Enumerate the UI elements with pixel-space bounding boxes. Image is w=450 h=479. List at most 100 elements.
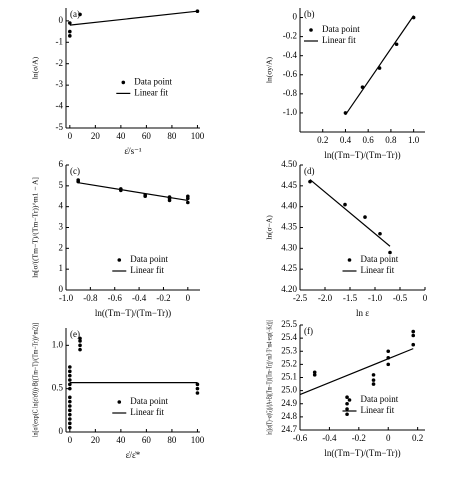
fit-line xyxy=(344,15,415,116)
y-tick-label: 2 xyxy=(59,242,64,252)
data-point xyxy=(78,336,82,341)
y-tick-label: -0.6 xyxy=(283,69,298,79)
y-tick-label: -5 xyxy=(56,122,64,132)
y-axis-label: ln(σy/A) xyxy=(265,56,274,83)
x-tick-label: 80 xyxy=(167,435,177,445)
x-tick-label: -0.5 xyxy=(393,293,408,303)
legend-label: Linear fit xyxy=(361,265,395,275)
x-tick-label: 0 xyxy=(68,131,73,141)
y-axis-label: ln(σ−A) xyxy=(265,215,274,240)
x-tick-label: -0.4 xyxy=(132,293,147,303)
panel-label: (a) xyxy=(70,9,80,19)
fit-line xyxy=(69,10,198,26)
data-point xyxy=(345,412,349,417)
data-point xyxy=(78,12,82,17)
data-point xyxy=(68,412,72,417)
legend-label: Linear fit xyxy=(361,405,395,415)
y-tick-label: 0.5 xyxy=(52,383,64,393)
x-tick-label: 20 xyxy=(91,131,101,141)
data-point xyxy=(68,421,72,426)
fit-line xyxy=(78,182,188,202)
x-tick-label: -0.4 xyxy=(322,433,337,443)
fit-line xyxy=(309,179,391,247)
data-point xyxy=(195,386,200,391)
x-tick-label: -2.0 xyxy=(318,293,333,303)
x-tick-label: 60 xyxy=(142,435,152,445)
y-tick-label: 24.9 xyxy=(281,398,297,408)
y-axis-label: ln(σ/A) xyxy=(31,56,40,79)
y-tick-label: 4 xyxy=(59,201,64,211)
data-point xyxy=(167,198,172,203)
x-tick-label: -1.0 xyxy=(368,293,383,303)
data-point xyxy=(386,349,391,354)
data-point xyxy=(394,42,399,47)
legend-marker xyxy=(121,80,126,85)
x-tick-label: -0.6 xyxy=(108,293,123,303)
y-tick-label: 3 xyxy=(59,222,64,232)
data-point xyxy=(76,178,80,182)
data-point xyxy=(378,231,382,236)
panel-label: (e) xyxy=(70,329,80,339)
x-tick-label: 0 xyxy=(68,435,73,445)
y-tick-label: 4.35 xyxy=(281,222,297,232)
legend-label: Data point xyxy=(361,394,399,404)
y-tick-label: -1 xyxy=(56,36,64,46)
legend-label: Linear fit xyxy=(130,407,164,417)
fit-line xyxy=(299,348,414,396)
y-tick-label: 25.1 xyxy=(281,372,297,382)
x-axis-label: ln((Tm−T)/(Tm−Tr)) xyxy=(324,150,400,160)
x-tick-label: 40 xyxy=(116,435,126,445)
x-tick-label: -0.2 xyxy=(352,433,366,443)
x-tick-label: -2.5 xyxy=(293,293,308,303)
data-point xyxy=(68,425,72,430)
y-axis-label: ln[σ/((Tm−T)/(Tm−Tr))^m1 − A] xyxy=(31,177,40,278)
x-tick-label: 1.0 xyxy=(408,135,420,145)
data-point xyxy=(411,342,416,347)
data-point xyxy=(68,373,72,378)
data-point xyxy=(68,417,72,421)
x-tick-label: 0.2 xyxy=(317,135,328,145)
y-tick-label: 24.8 xyxy=(281,411,297,421)
x-tick-label: 60 xyxy=(142,131,152,141)
data-point xyxy=(195,391,200,395)
y-tick-label: 4.40 xyxy=(281,201,297,211)
x-tick-label: 40 xyxy=(116,131,126,141)
y-tick-label: 25.2 xyxy=(281,358,297,368)
x-axis-label: ln((Tm−T)/(Tm−Tr)) xyxy=(324,448,400,458)
y-tick-label: 4.50 xyxy=(281,159,297,169)
legend-marker xyxy=(347,258,352,262)
x-tick-label: 0.4 xyxy=(340,135,352,145)
x-tick-label: 0.2 xyxy=(412,433,423,443)
x-tick-label: 100 xyxy=(191,435,205,445)
data-point xyxy=(186,200,190,205)
data-point xyxy=(411,329,416,334)
y-tick-label: -2 xyxy=(56,58,64,68)
data-point xyxy=(68,408,72,413)
x-tick-label: 0 xyxy=(423,293,428,303)
y-tick-label: 25.4 xyxy=(281,332,297,342)
legend-label: Data point xyxy=(134,76,172,86)
y-tick-label: 0 xyxy=(293,12,298,22)
legend-label: Data point xyxy=(130,396,168,406)
y-tick-label: -0.4 xyxy=(283,50,298,60)
x-tick-label: 0.8 xyxy=(385,135,397,145)
legend-label: Linear fit xyxy=(322,35,356,45)
y-tick-label: 24.7 xyxy=(281,424,297,434)
data-point xyxy=(345,395,349,399)
y-tick-label: 1.0 xyxy=(52,339,64,349)
y-tick-label: 25.3 xyxy=(281,345,297,355)
data-point xyxy=(68,382,72,387)
y-tick-label: 5 xyxy=(59,180,64,190)
y-tick-label: 25.0 xyxy=(281,385,297,395)
y-tick-label: -0.8 xyxy=(283,88,298,98)
x-axis-label: ε̇/ε̇* xyxy=(126,450,141,460)
panel-label: (c) xyxy=(70,166,80,176)
legend-label: Data point xyxy=(361,254,399,264)
legend-label: Linear fit xyxy=(134,87,168,97)
x-tick-label: -0.2 xyxy=(156,293,170,303)
data-point xyxy=(78,343,82,348)
panel-label: (b) xyxy=(304,9,315,19)
y-axis-label: ln[(σ(T)−σ(G))/(A+B((Tm−T)/(Tm−Tr))^m3·T… xyxy=(265,320,274,435)
y-tick-label: 4.25 xyxy=(281,263,297,273)
